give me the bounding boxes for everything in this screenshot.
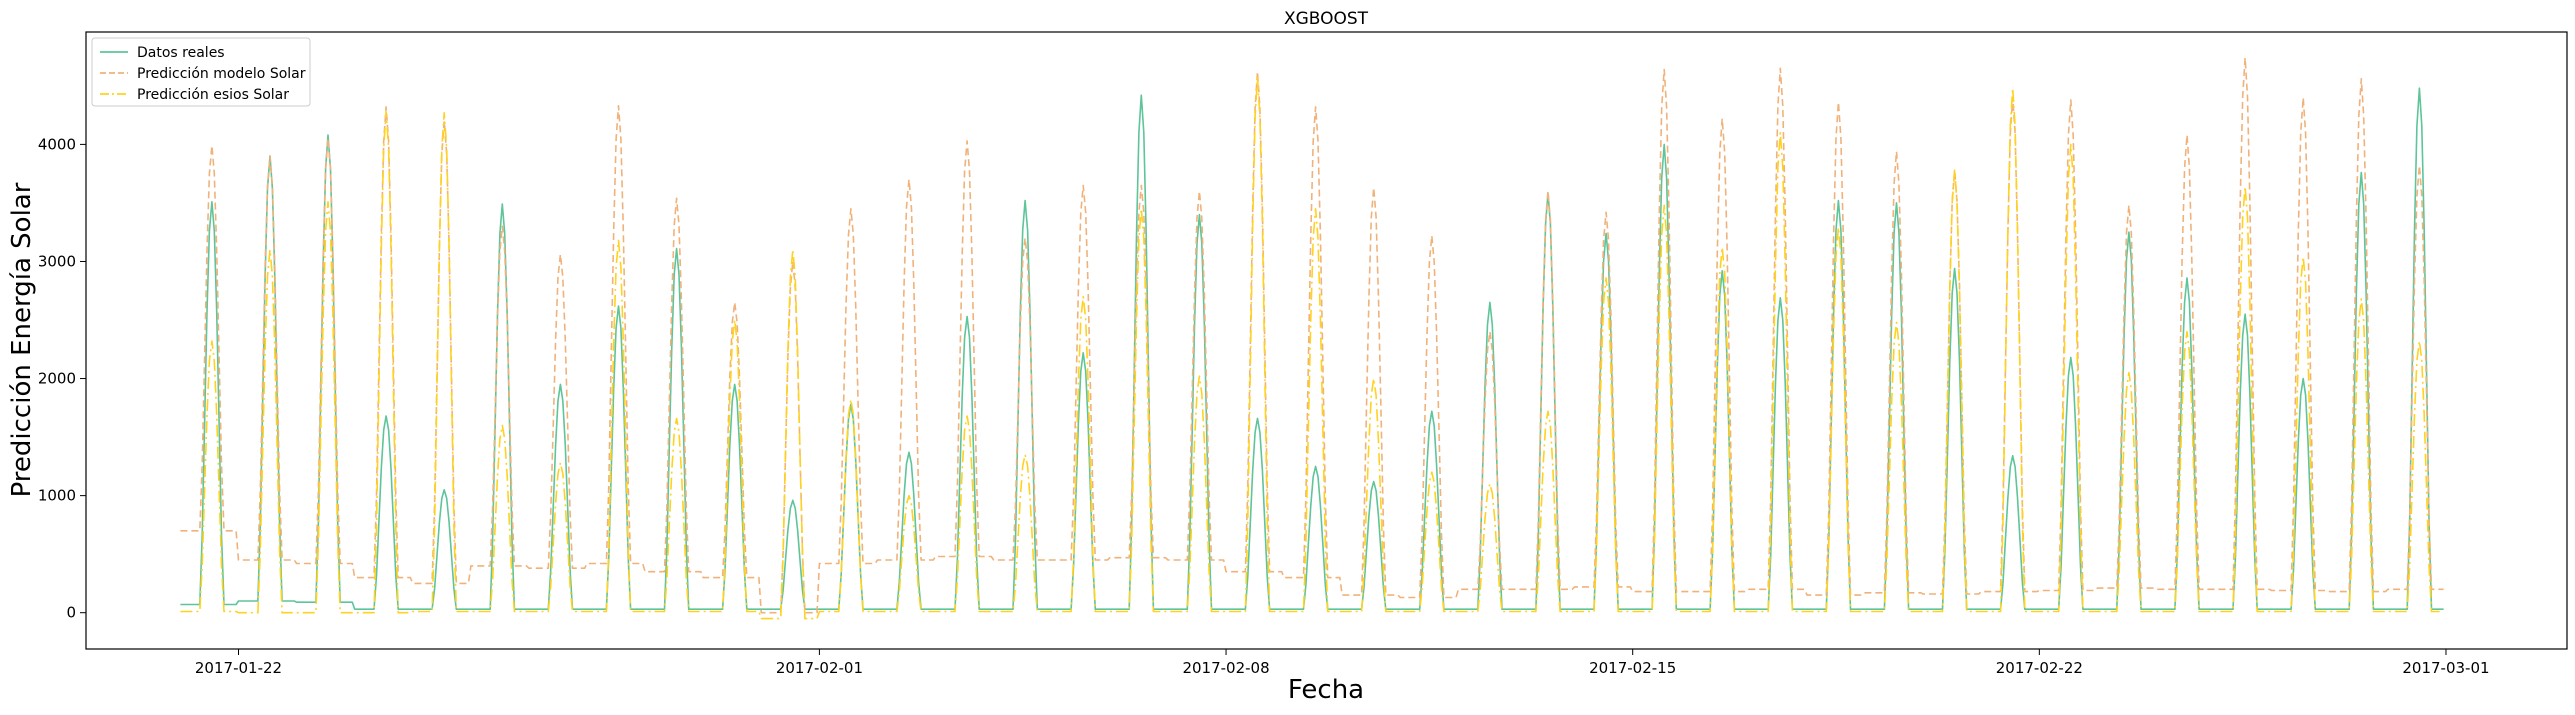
x-tick-label: 2017-02-15 xyxy=(1589,659,1676,677)
chart-title: XGBOOST xyxy=(1284,9,1369,29)
y-tick-label: 4000 xyxy=(38,135,76,153)
y-tick-label: 1000 xyxy=(38,487,76,505)
x-axis-title: Fecha xyxy=(1288,675,1364,705)
series-layer xyxy=(180,57,2444,620)
y-axis-title: Predicción Energía Solar xyxy=(7,182,37,497)
series-line-2 xyxy=(180,57,2444,614)
x-tick-label: 2017-03-01 xyxy=(2402,659,2489,677)
series-line-3 xyxy=(180,76,2444,620)
x-tick-label: 2017-02-08 xyxy=(1182,659,1269,677)
legend: Datos reales Predicción modelo Solar Predi… xyxy=(91,37,311,107)
series-line-1 xyxy=(180,87,2444,610)
x-axis-ticks: 2017-01-22 2017-02-01 2017-02-08 2017-02-15… xyxy=(195,649,2490,677)
x-tick-label: 2017-02-01 xyxy=(776,659,863,677)
y-tick-label: 2000 xyxy=(38,370,76,388)
y-tick-label: 3000 xyxy=(38,252,76,270)
x-tick-label: 2017-02-22 xyxy=(1996,659,2083,677)
legend-label-1: Datos reales xyxy=(137,45,225,61)
legend-items: Datos reales Predicción modelo Solar Predi… xyxy=(100,45,306,103)
legend-label-3: Predicción esios Solar xyxy=(137,87,289,103)
y-tick-label: 0 xyxy=(66,604,76,622)
legend-box xyxy=(91,37,311,107)
y-axis-ticks: 0 1000 2000 3000 4000 xyxy=(38,135,86,622)
axes-frame xyxy=(85,31,2568,650)
x-tick-label: 2017-01-22 xyxy=(195,659,282,677)
legend-label-2: Predicción modelo Solar xyxy=(137,66,306,82)
